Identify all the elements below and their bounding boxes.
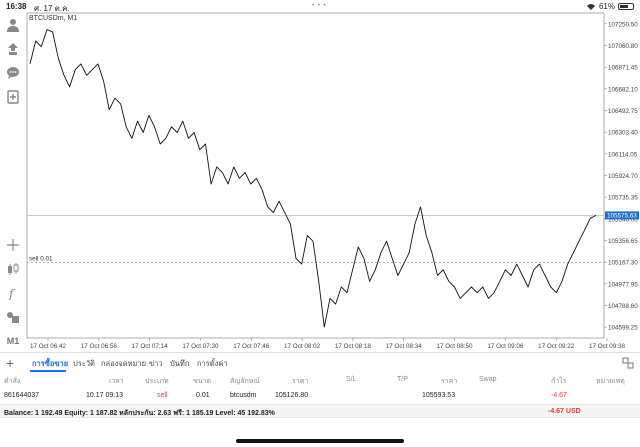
col-order: คำสั่ง [4,378,21,385]
y-tick-label: 105735.35 [608,195,638,202]
tab-settings[interactable]: การตั้งค่า [197,359,228,368]
y-tick-label: 106303.40 [608,130,638,137]
battery-icon [618,3,634,10]
balance-text: Balance: 1 192.49 Equity: 1 187.82 หลักป… [4,410,275,417]
x-tick-label: 17 Oct 09:22 [538,343,575,350]
y-tick-label: 104599.25 [608,325,638,332]
timeframe-button[interactable]: M1 [6,336,20,346]
y-tick-label: 106492.75 [608,108,638,115]
position-type: sell [157,392,168,399]
layout-icon[interactable] [622,357,634,369]
position-volume: 0.01 [196,392,210,399]
chart-area[interactable]: 107250.50 107060.80 106871.45 106682.10 1064… [0,0,640,357]
y-tick-label: 107060.80 [608,43,638,50]
col-profit: กำไร [551,378,567,385]
x-tick-label: 17 Oct 08:02 [284,343,321,350]
price-series-line [29,29,597,328]
y-tick-label: 106114.05 [608,151,638,158]
price-chart[interactable]: 107250.50 107060.80 106871.45 106682.10 1064… [0,0,640,352]
col-type: ประเภท [145,378,169,385]
status-date: ศ. 17 ต.ค. [34,4,70,13]
x-tick-label: 17 Oct 07:30 [182,343,219,350]
terminal-tabs: + การซื้อขาย ประวัติ กล่องจดหมาย ข่าว บั… [0,352,640,372]
tab-history[interactable]: ประวัติ [73,359,95,368]
user-icon[interactable] [4,16,22,34]
left-toolbar: f M1 [0,12,26,346]
y-tick-label: 104788.60 [608,303,638,310]
x-tick-label: 17 Oct 09:38 [589,343,626,350]
col-tp: T/P [397,376,408,383]
y-tick-label: 107250.50 [608,21,638,28]
x-tick-label: 17 Oct 06:42 [30,343,67,350]
add-icon[interactable]: + [6,355,15,371]
position-profit: -4.67 [551,392,567,399]
indicator-icon[interactable]: f [4,284,22,302]
x-tick-label: 17 Oct 08:18 [335,343,372,350]
tab-journal[interactable]: บันทึก [170,359,190,368]
new-order-icon[interactable] [4,88,22,106]
x-tick-label: 17 Oct 08:50 [437,343,474,350]
svg-text:f: f [8,287,16,300]
current-price-tag [605,211,639,220]
total-profit: -4.67 USD [548,408,581,415]
col-swap: Swap [479,376,497,383]
objects-icon[interactable] [4,308,22,326]
y-tick-label: 106871.45 [608,65,638,72]
y-tick-label: 104977.95 [608,281,638,288]
candles-icon[interactable] [4,260,22,278]
status-right: 61% [586,2,634,11]
col-symbol: สัญลักษณ์ [230,378,260,385]
y-tick-label: 105546.00 [608,216,638,223]
balance-bar: Balance: 1 192.49 Equity: 1 187.82 หลักป… [0,404,640,418]
position-current-price: 105593.53 [422,392,456,399]
y-tick-label: 106682.10 [608,86,638,93]
home-indicator [236,439,404,443]
wifi-icon [586,3,595,10]
x-tick-label: 17 Oct 06:58 [81,343,118,350]
buy-sell-icon[interactable] [4,40,22,58]
position-time: 10.17 09:13 [86,392,123,399]
position-open-price: 105126.80 [275,392,309,399]
order-line-label: sell 0.01 [29,255,53,262]
col-comment: หมายเหตุ [596,378,625,385]
active-tab-indicator [30,370,66,372]
crosshair-icon[interactable] [4,236,22,254]
x-tick-label: 17 Oct 09:06 [487,343,524,350]
plot-frame [26,12,605,339]
col-volume: ขนาด [193,378,212,385]
chat-icon[interactable] [4,64,22,82]
col-sl: S/L [346,376,357,383]
position-order: 861644037 [4,392,40,399]
y-tick-label: 105356.65 [608,238,638,245]
chart-symbol-label: BTCUSDm, M1 [29,15,78,22]
tab-news[interactable]: ข่าว [149,359,163,368]
status-bar: 16:38 ศ. 17 ต.ค. • • • 61% [0,0,640,13]
table-row[interactable]: 861644037 10.17 09:13 sell 0.01 btcusdm … [0,390,640,404]
x-tick-label: 17 Oct 08:34 [386,343,423,350]
col-current-price: ราคา [441,378,458,385]
x-tick-label: 17 Oct 07:46 [233,343,270,350]
col-price: ราคา [292,378,309,385]
status-time: 16:38 [6,2,27,11]
y-tick-label: 105167.30 [608,260,638,267]
y-tick-label: 105924.70 [608,173,638,180]
tab-trade[interactable]: การซื้อขาย [32,359,69,368]
current-price-label: 105575.63 [607,213,637,220]
col-time: เวลา [109,378,124,385]
x-tick-label: 17 Oct 07:14 [132,343,169,350]
multitask-dots-icon: • • • [312,3,327,9]
position-symbol: btcusdm [230,392,257,399]
positions-header: คำสั่ง เวลา ประเภท ขนาด สัญลักษณ์ ราคา S… [0,374,640,388]
battery-percent: 61% [598,2,615,11]
tab-mailbox[interactable]: กล่องจดหมาย [101,359,147,368]
